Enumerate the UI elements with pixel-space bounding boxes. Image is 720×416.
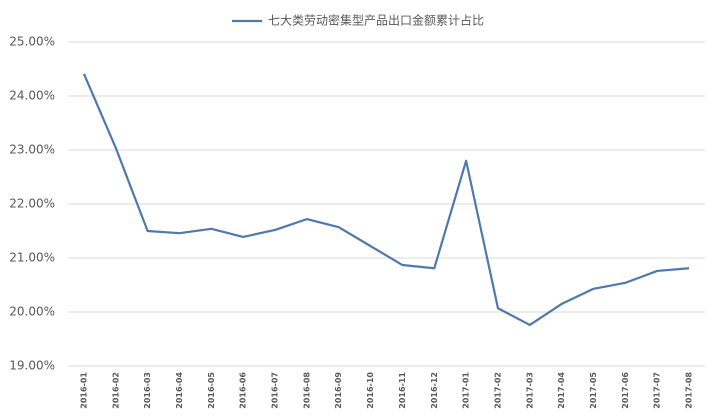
y-tick-label: 19.00% [9, 359, 55, 373]
series-line [82, 73, 690, 327]
y-tick-label: 24.00% [9, 89, 55, 103]
x-tick-label: 2017-07 [653, 372, 662, 409]
y-tick-label: 25.00% [9, 35, 55, 49]
x-tick-label: 2017-02 [493, 372, 502, 409]
y-tick-label: 23.00% [9, 143, 55, 157]
x-tick-label: 2017-04 [557, 372, 566, 409]
x-tick-label: 2016-06 [239, 372, 248, 409]
x-tick-label: 2017-06 [621, 372, 630, 409]
x-tick-label: 2016-04 [175, 372, 184, 409]
x-tick-label: 2016-05 [207, 372, 216, 409]
x-tick-label: 2016-07 [271, 372, 280, 409]
x-tick-label: 2017-05 [589, 372, 598, 409]
x-tick-label: 2016-09 [334, 372, 343, 409]
y-tick-label: 21.00% [9, 251, 55, 265]
x-tick-label: 2016-11 [398, 372, 407, 409]
x-tick-label: 2016-03 [143, 372, 152, 409]
x-tick-label: 2016-08 [302, 372, 311, 409]
x-tick-label: 2016-10 [366, 372, 375, 409]
x-tick-label: 2016-02 [111, 372, 120, 409]
y-tick-label: 22.00% [9, 197, 55, 211]
legend-label: 七大类劳动密集型产品出口金额累计占比 [268, 13, 484, 28]
x-tick-label: 2017-08 [685, 372, 694, 409]
x-tick-label: 2017-03 [525, 372, 534, 409]
y-tick-label: 20.00% [9, 305, 55, 319]
x-tick-label: 2016-01 [79, 372, 88, 409]
x-tick-label: 2017-01 [462, 372, 471, 409]
x-tick-label: 2016-12 [430, 372, 439, 409]
